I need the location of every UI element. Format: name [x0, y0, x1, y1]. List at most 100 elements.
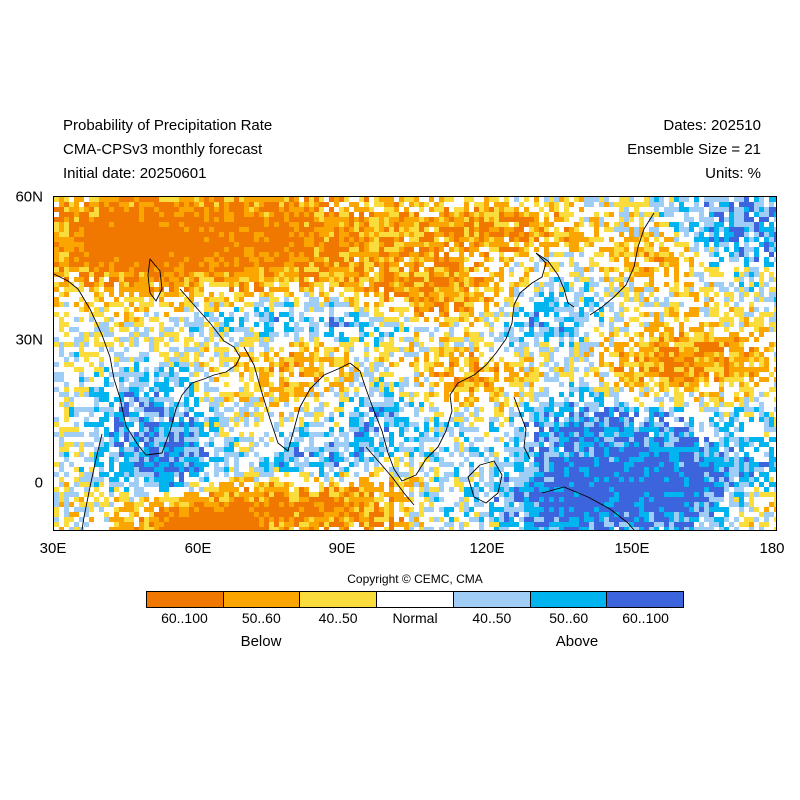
- probability-cell: [204, 322, 209, 327]
- probability-cell: [354, 272, 359, 277]
- probability-cell: [284, 387, 289, 392]
- probability-cell: [179, 437, 184, 442]
- probability-cell: [379, 272, 384, 277]
- probability-cell: [144, 287, 149, 292]
- probability-cell: [129, 337, 134, 342]
- probability-cell: [469, 237, 474, 242]
- probability-cell: [334, 377, 339, 382]
- probability-cell: [99, 397, 104, 402]
- probability-cell: [559, 287, 564, 292]
- probability-cell: [704, 392, 709, 397]
- probability-cell: [224, 322, 229, 327]
- probability-cell: [334, 302, 339, 307]
- probability-cell: [119, 377, 124, 382]
- probability-cell: [489, 237, 494, 242]
- probability-cell: [314, 302, 319, 307]
- probability-cell: [619, 327, 624, 332]
- probability-cell: [219, 252, 224, 257]
- probability-cell: [589, 422, 594, 427]
- forecast-dates: Dates: 202510: [663, 117, 761, 134]
- probability-cell: [584, 302, 589, 307]
- probability-cell: [729, 202, 734, 207]
- probability-cell: [549, 202, 554, 207]
- probability-cell: [689, 292, 694, 297]
- probability-cell: [329, 232, 334, 237]
- probability-cell: [529, 222, 534, 227]
- probability-cell: [439, 322, 444, 327]
- probability-cell: [184, 212, 189, 217]
- probability-cell: [164, 237, 169, 242]
- probability-cell: [354, 217, 359, 222]
- probability-cell: [584, 427, 589, 432]
- probability-cell: [439, 202, 444, 207]
- probability-cell: [134, 277, 139, 282]
- probability-cell: [469, 282, 474, 287]
- probability-cell: [584, 367, 589, 372]
- probability-cell: [349, 427, 354, 432]
- probability-cell: [599, 237, 604, 242]
- probability-cell: [184, 282, 189, 287]
- probability-cell: [99, 272, 104, 277]
- probability-cell: [159, 242, 164, 247]
- probability-cell: [514, 337, 519, 342]
- probability-cell: [144, 222, 149, 227]
- probability-cell: [769, 207, 774, 212]
- probability-cell: [484, 207, 489, 212]
- probability-cell: [744, 412, 749, 417]
- probability-cell: [74, 412, 79, 417]
- probability-cell: [59, 327, 64, 332]
- probability-cell: [719, 352, 724, 357]
- probability-cell: [369, 222, 374, 227]
- probability-cell: [484, 202, 489, 207]
- probability-cell: [389, 432, 394, 437]
- probability-cell: [219, 372, 224, 377]
- probability-cell: [374, 427, 379, 432]
- probability-cell: [109, 382, 114, 387]
- probability-cell: [549, 302, 554, 307]
- probability-cell: [664, 267, 669, 272]
- probability-cell: [174, 227, 179, 232]
- probability-cell: [154, 252, 159, 257]
- probability-cell: [259, 302, 264, 307]
- probability-cell: [474, 287, 479, 292]
- probability-cell: [564, 227, 569, 232]
- probability-cell: [124, 212, 129, 217]
- probability-cell: [449, 362, 454, 367]
- probability-cell: [594, 432, 599, 437]
- probability-cell: [509, 372, 514, 377]
- probability-cell: [404, 197, 409, 202]
- probability-cell: [319, 267, 324, 272]
- probability-cell: [59, 352, 64, 357]
- probability-cell: [299, 277, 304, 282]
- probability-cell: [94, 387, 99, 392]
- probability-cell: [619, 412, 624, 417]
- probability-cell: [469, 197, 474, 202]
- probability-cell: [299, 267, 304, 272]
- probability-cell: [339, 322, 344, 327]
- probability-cell: [359, 362, 364, 367]
- probability-cell: [264, 222, 269, 227]
- probability-cell: [494, 287, 499, 292]
- probability-cell: [184, 252, 189, 257]
- probability-cell: [599, 382, 604, 387]
- probability-cell: [479, 227, 484, 232]
- probability-cell: [154, 207, 159, 212]
- probability-cell: [444, 227, 449, 232]
- probability-cell: [754, 227, 759, 232]
- probability-cell: [204, 347, 209, 352]
- probability-cell: [144, 212, 149, 217]
- probability-cell: [149, 407, 154, 412]
- probability-cell: [509, 217, 514, 222]
- probability-cell: [534, 212, 539, 217]
- probability-cell: [674, 397, 679, 402]
- probability-cell: [184, 402, 189, 407]
- probability-cell: [534, 307, 539, 312]
- probability-cell: [739, 342, 744, 347]
- probability-cell: [539, 322, 544, 327]
- probability-cell: [309, 282, 314, 287]
- probability-cell: [559, 292, 564, 297]
- probability-cell: [109, 232, 114, 237]
- probability-cell: [349, 247, 354, 252]
- probability-cell: [384, 217, 389, 222]
- probability-cell: [309, 337, 314, 342]
